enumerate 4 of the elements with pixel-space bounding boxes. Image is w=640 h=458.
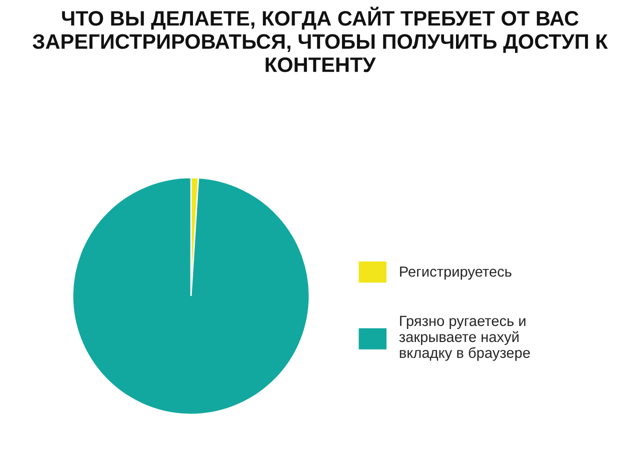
pie-slice xyxy=(72,176,310,416)
chart-title: ЧТО ВЫ ДЕЛАЕТЕ, КОГДА САЙТ ТРЕБУЕТ ОТ ВАС ЗАРЕГИСТРИРОВАТЬСЯ, ЧТОБЫ ПОЛУЧИТЬ ДОСТУП К КОНТЕНТУ xyxy=(32,6,608,72)
legend-label: Грязно ругаетесь и закрываете нахуй вкладку в браузере xyxy=(399,316,530,361)
legend-label: Регистрируетесь xyxy=(400,266,512,280)
